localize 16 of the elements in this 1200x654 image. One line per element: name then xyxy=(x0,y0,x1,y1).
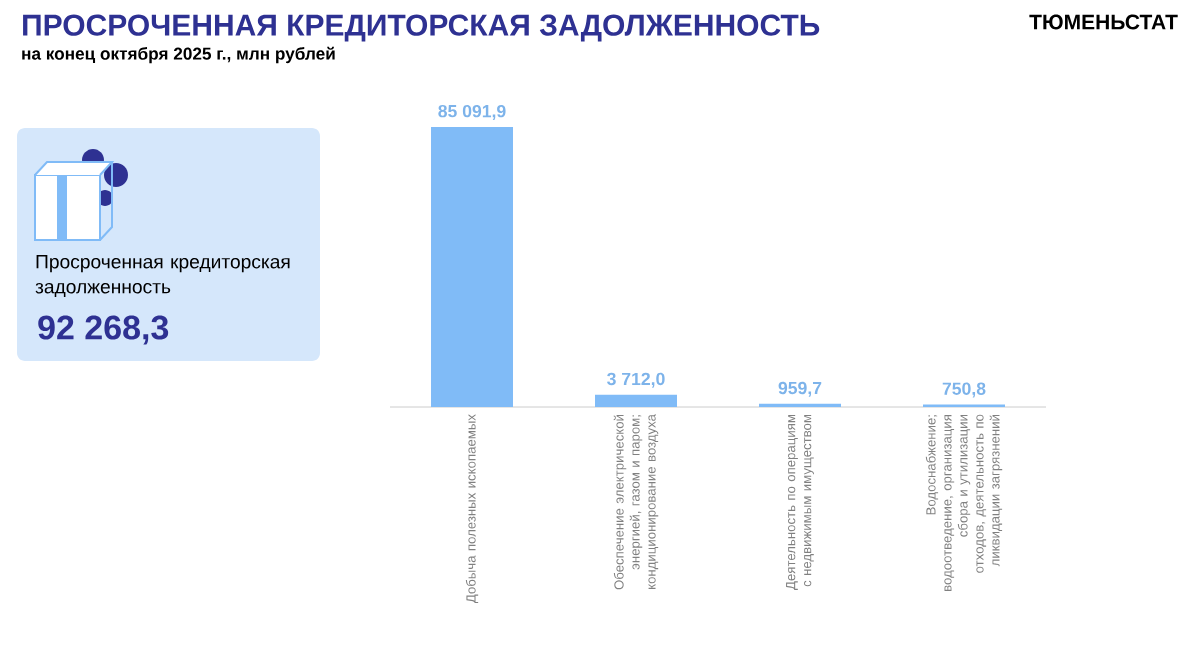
data-label: 3 712,0 xyxy=(607,372,665,388)
text: Просроченная кредиторская задолженность xyxy=(35,255,290,298)
bar xyxy=(431,127,513,408)
text: 92 268,3 xyxy=(38,315,169,345)
text: ТЮМЕНЬСТАТ xyxy=(1029,14,1178,30)
bar xyxy=(759,403,842,408)
bar xyxy=(595,394,677,408)
data-label: 959,7 xyxy=(778,381,822,397)
text: на конец октября 2025 г., млн рублей xyxy=(22,46,335,64)
x-tick-label: Добыча полезных ископаемых xyxy=(465,414,479,604)
x-tick-label: Водоснабжение; водоотведение, организация сбора и утилизации отходов, деятельность по ликвидации загрязнений xyxy=(925,414,1003,591)
x-tick-label: Деятельность по операциям с недвижимым имуществом xyxy=(786,414,814,590)
x-tick-label: Обеспечение электрической энергией, газом и паром; кондиционирование воздуха xyxy=(613,414,659,590)
chart-title: ПРОСРОЧЕННАЯ КРЕДИТОРСКАЯ ЗАДОЛЖЕННОСТЬ xyxy=(23,14,820,42)
data-label: 85 091,9 xyxy=(438,104,506,120)
data-label: 750,8 xyxy=(942,382,986,398)
